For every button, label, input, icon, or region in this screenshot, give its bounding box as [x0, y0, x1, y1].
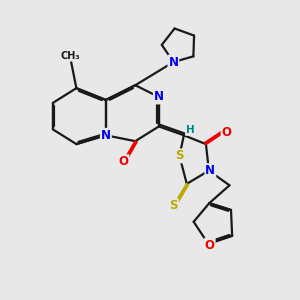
Text: S: S	[169, 200, 178, 212]
Text: O: O	[222, 126, 232, 139]
Text: O: O	[205, 239, 215, 252]
Text: N: N	[168, 56, 178, 69]
Text: N: N	[206, 164, 215, 177]
Text: N: N	[101, 129, 111, 142]
Text: O: O	[118, 155, 128, 168]
Text: N: N	[154, 91, 164, 103]
Text: H: H	[186, 125, 195, 135]
Text: S: S	[175, 149, 184, 162]
Text: CH₃: CH₃	[61, 51, 80, 61]
